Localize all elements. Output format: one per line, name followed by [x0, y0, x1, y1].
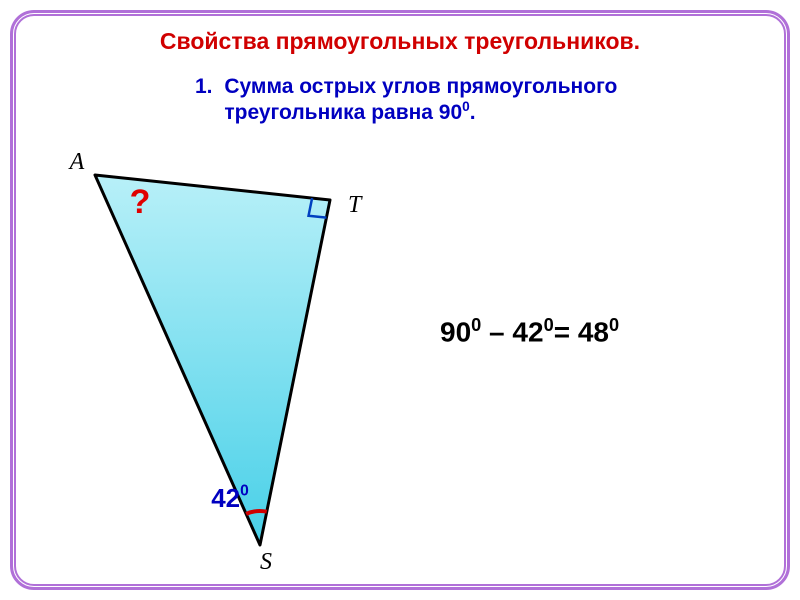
rule-statement: 1. Сумма острых углов прямоугольного тре…: [195, 75, 760, 125]
rule-exp: 0: [462, 99, 470, 114]
vertex-label-a: А: [68, 149, 85, 175]
equation: 900 – 420= 480: [440, 315, 619, 348]
eq-space: [570, 316, 578, 347]
rule-body: Сумма острых углов прямоугольного треуго…: [224, 75, 617, 125]
vertex-label-s: S: [260, 549, 272, 575]
eq-48: 48: [578, 316, 609, 347]
eq-48-exp: 0: [609, 315, 619, 335]
eq-equals: =: [554, 316, 570, 347]
eq-90-exp: 0: [471, 315, 481, 335]
triangle-svg: А T S ? 420: [50, 145, 370, 570]
slide-title: Свойства прямоугольных треугольников.: [0, 28, 800, 55]
eq-42-exp: 0: [544, 315, 554, 335]
rule-tail: .: [470, 101, 476, 124]
question-mark: ?: [130, 183, 151, 221]
rule-number: 1.: [195, 75, 213, 99]
vertex-label-t: T: [348, 192, 363, 218]
title-text: Свойства прямоугольных треугольников.: [160, 28, 640, 54]
rule-line1: Сумма острых углов прямоугольного: [224, 75, 617, 98]
eq-90: 90: [440, 316, 471, 347]
rule-line2: треугольника равна 90: [224, 101, 462, 124]
eq-42: 42: [512, 316, 543, 347]
triangle-diagram: А T S ? 420: [50, 145, 370, 570]
eq-minus: –: [481, 316, 512, 347]
